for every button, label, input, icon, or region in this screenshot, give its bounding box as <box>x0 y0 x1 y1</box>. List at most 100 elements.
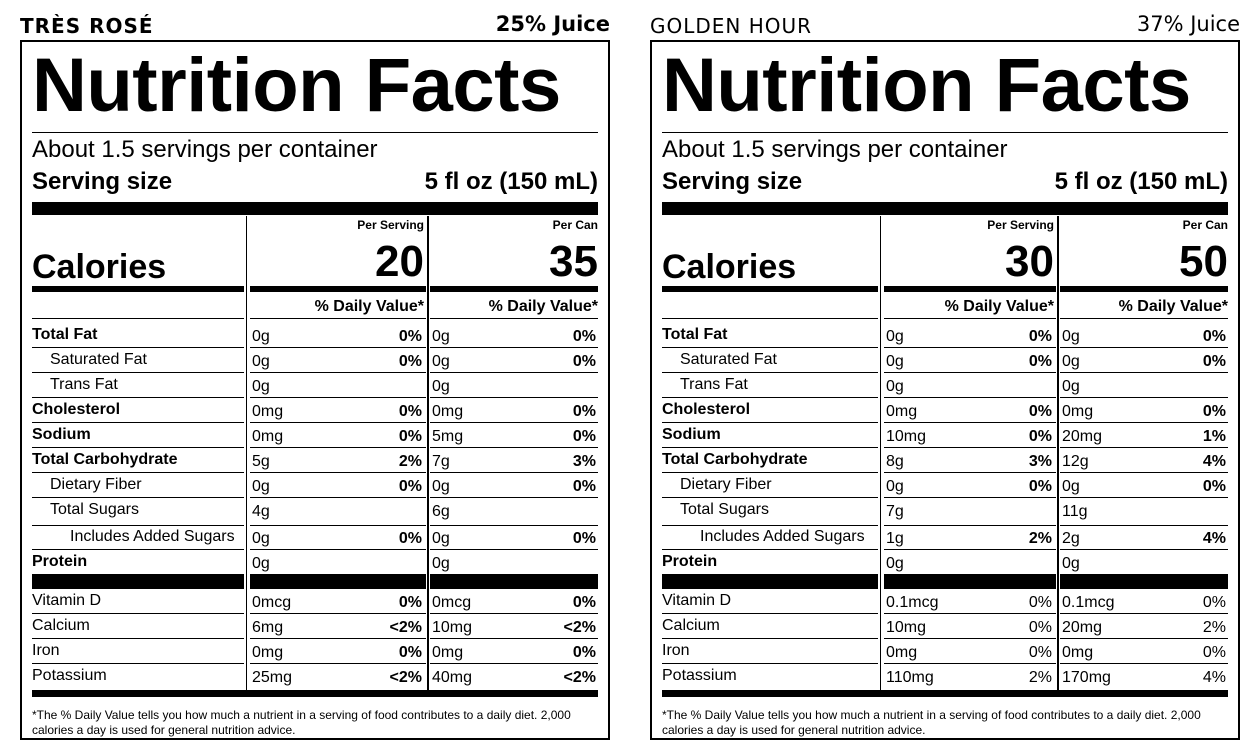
dv-per-can: 0% <box>1202 644 1226 661</box>
amount-per-can: 0mg <box>1062 644 1094 661</box>
nutrient-row: Protein 0g 0g <box>22 550 608 575</box>
row-rule <box>1060 422 1228 423</box>
daily-value-footnote: *The % Daily Value tells you how much a … <box>32 708 571 737</box>
row-rule <box>250 397 426 398</box>
dv-per-can: 4% <box>1202 530 1226 547</box>
calories-bar <box>32 286 244 292</box>
dv-per-can: 0% <box>572 644 596 661</box>
amount-per-serving: 6mg <box>252 619 284 636</box>
row-rule <box>884 447 1056 448</box>
row-rule <box>662 472 878 473</box>
row-rule <box>1060 497 1228 498</box>
row-rule <box>32 497 244 498</box>
dv-per-can: 0% <box>1202 328 1226 345</box>
amount-per-serving: 0.1mcg <box>886 594 939 611</box>
dv-per-serving: 3% <box>1028 453 1052 470</box>
row-rule <box>1060 347 1228 348</box>
row-rule <box>884 613 1056 614</box>
nutrient-row: Saturated Fat 0g 0% 0g 0% <box>22 348 608 373</box>
row-rule <box>662 549 878 550</box>
dv-per-serving: 0% <box>398 530 422 547</box>
row-rule <box>250 638 426 639</box>
nutrient-name: Vitamin D <box>32 592 102 609</box>
row-rule <box>1060 663 1228 664</box>
product-name: GOLDEN HOUR <box>650 14 813 38</box>
nutrient-name: Iron <box>32 642 60 659</box>
dv-per-serving: <2% <box>389 619 422 636</box>
row-rule <box>430 397 598 398</box>
amount-per-can: 0mg <box>432 644 464 661</box>
servings-per-container: About 1.5 servings per container <box>662 136 1008 163</box>
nutrient-row: Trans Fat 0g 0g <box>22 373 608 398</box>
juice-percentage: 37% Juice <box>1136 12 1240 36</box>
nutrient-name: Saturated Fat <box>680 351 777 368</box>
nutrient-row: Sodium 10mg 0% 20mg 1% <box>652 423 1238 448</box>
amount-per-serving: 0g <box>252 530 270 547</box>
vitamin-bar <box>250 574 426 589</box>
amount-per-serving: 1g <box>886 530 904 547</box>
amount-per-serving: 0g <box>886 555 904 572</box>
row-rule <box>662 372 878 373</box>
product-name: TRÈS ROSÉ <box>20 14 154 38</box>
amount-per-serving: 5g <box>252 453 270 470</box>
nutrient-row: Total Fat 0g 0% 0g 0% <box>22 323 608 348</box>
row-rule <box>250 347 426 348</box>
amount-per-can: 10mg <box>432 619 473 636</box>
label-title: Nutrition Facts <box>662 43 1191 128</box>
dv-per-serving: 0% <box>1028 428 1052 445</box>
dv-per-serving: 0% <box>398 478 422 495</box>
nutrient-row: Total Carbohydrate 5g 2% 7g 3% <box>22 448 608 473</box>
nutrient-name: Total Carbohydrate <box>32 451 178 468</box>
calories-bar <box>884 286 1056 292</box>
dv-per-can: <2% <box>563 669 596 686</box>
row-rule <box>884 397 1056 398</box>
nutrient-name: Total Fat <box>662 326 728 343</box>
row-rule <box>32 318 244 319</box>
row-rule <box>662 663 878 664</box>
row-rule <box>430 613 598 614</box>
servings-per-container: About 1.5 servings per container <box>32 136 378 163</box>
amount-per-can: 0g <box>1062 478 1080 495</box>
title-rule <box>662 132 1228 133</box>
dv-per-serving: 2% <box>1028 669 1052 686</box>
vitamin-bar <box>32 574 244 589</box>
row-rule <box>250 525 426 526</box>
amount-per-can: 0g <box>432 328 450 345</box>
nutrient-name: Sodium <box>32 426 91 443</box>
nutrient-row: Total Fat 0g 0% 0g 0% <box>652 323 1238 348</box>
nutrient-row: Cholesterol 0mg 0% 0mg 0% <box>652 398 1238 423</box>
panel-header: GOLDEN HOUR 37% Juice <box>650 10 1240 40</box>
amount-per-can: 6g <box>432 503 450 520</box>
amount-per-serving: 0g <box>252 328 270 345</box>
row-rule <box>662 525 878 526</box>
amount-per-can: 7g <box>432 453 450 470</box>
dv-per-serving: 2% <box>398 453 422 470</box>
dv-per-serving: 0% <box>398 403 422 420</box>
nutrient-row: Includes Added Sugars 1g 2% 2g 4% <box>652 525 1238 550</box>
amount-per-serving: 0mg <box>252 403 284 420</box>
row-rule <box>1060 372 1228 373</box>
dv-per-serving: 0% <box>398 428 422 445</box>
row-rule <box>662 497 878 498</box>
row-rule <box>662 347 878 348</box>
calories-bar <box>250 286 426 292</box>
row-rule <box>250 613 426 614</box>
row-rule <box>32 447 244 448</box>
row-rule <box>1060 549 1228 550</box>
row-rule <box>32 663 244 664</box>
dv-per-can: 0% <box>572 478 596 495</box>
dv-per-can: 3% <box>572 453 596 470</box>
row-rule <box>430 638 598 639</box>
nutrient-name: Protein <box>32 553 88 570</box>
dv-per-can: 4% <box>1202 669 1226 686</box>
amount-per-can: 170mg <box>1062 669 1111 686</box>
row-rule <box>662 422 878 423</box>
nutrient-name: Saturated Fat <box>50 351 147 368</box>
dv-per-serving: 0% <box>1028 594 1052 611</box>
amount-per-serving: 0g <box>886 328 904 345</box>
dv-per-serving: 0% <box>398 594 422 611</box>
amount-per-can: 11g <box>1062 503 1088 520</box>
nutrient-row: Cholesterol 0mg 0% 0mg 0% <box>22 398 608 423</box>
row-rule <box>884 497 1056 498</box>
nutrient-row: Protein 0g 0g <box>652 550 1238 575</box>
